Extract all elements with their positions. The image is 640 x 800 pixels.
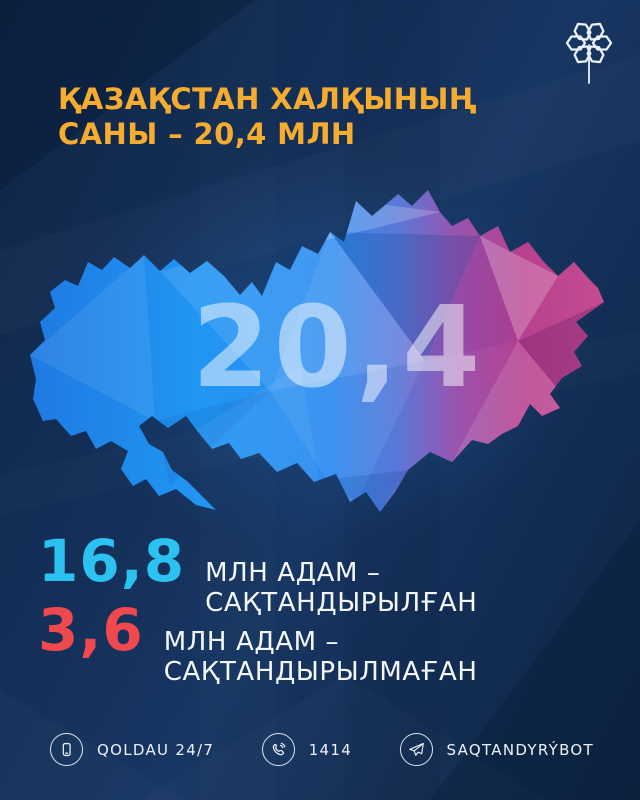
phone-number: 1414 [308,740,353,759]
stat-row-uninsured: 3,6 МЛН АДАМ – САҚТАНДЫРЫЛМАҒАН [38,596,640,687]
contact-support: QOLDAU 24/7 [50,733,214,766]
page-title: ҚАЗАҚСТАН ХАЛҚЫНЫҢ САНЫ – 20,4 МЛН [58,82,477,153]
uninsured-label: МЛН АДАМ – САҚТАНДЫРЫЛМАҒАН [163,627,478,687]
contact-phone: 1414 [261,733,353,766]
bot-label: SAQTANDYRÝBOT [446,740,594,759]
title-line-2: САНЫ – 20,4 МЛН [58,117,356,152]
support-label: QOLDAU 24/7 [97,740,215,759]
stats-block: 16,8 МЛН АДАМ – САҚТАНДЫРЫЛҒАН 3,6 МЛН А… [38,527,640,687]
uninsured-value: 3,6 [38,596,144,664]
phone-call-icon [261,733,295,766]
insured-label: МЛН АДАМ – САҚТАНДЫРЫЛҒАН [205,558,478,618]
footer-contacts: QOLDAU 24/7 1414 SAQTANDYRÝBOT [50,733,594,766]
stat-row-insured: 16,8 МЛН АДАМ – САҚТАНДЫРЫЛҒАН [38,527,640,618]
snowflake-logo-icon [565,22,613,84]
paper-plane-icon [399,733,433,766]
kazakhstan-map: 20,4 [30,190,604,512]
contact-telegram-bot: SAQTANDYRÝBOT [399,733,595,766]
insured-value: 16,8 [38,527,186,595]
title-line-1: ҚАЗАҚСТАН ХАЛҚЫНЫҢ [58,82,477,116]
map-facets [30,201,604,512]
map-total-population-value: 20,4 [192,283,484,413]
smartphone-icon [50,733,83,766]
